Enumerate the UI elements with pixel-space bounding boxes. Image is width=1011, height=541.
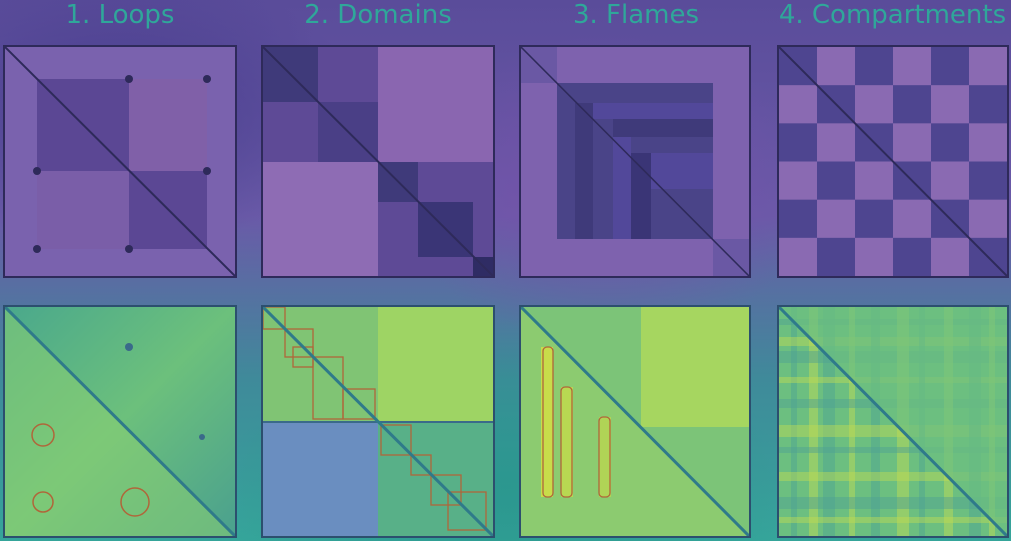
compartment-cell (931, 237, 970, 276)
compartment-cell (817, 47, 856, 86)
loop-dot (203, 167, 211, 175)
title-domains: 2. Domains (304, 0, 452, 30)
compartment-cell (779, 123, 818, 162)
diagonal-line (5, 307, 235, 536)
domains-heatmap (261, 305, 495, 538)
compartment-cell (931, 123, 970, 162)
loop-dot (125, 245, 133, 253)
compartment-cell (893, 237, 932, 276)
compartment-cell (855, 237, 894, 276)
flame-stripe (557, 83, 575, 239)
compartment-texture (779, 307, 1007, 536)
compartment-cell (969, 47, 1007, 86)
loop-dot (125, 75, 133, 83)
compartment-cell (969, 199, 1007, 239)
compartment-cell (893, 199, 932, 239)
flames-schematic (519, 45, 751, 278)
loop-dot (33, 245, 41, 253)
diagonal-line (779, 307, 1007, 536)
loops-heatmap (3, 305, 237, 538)
title-loops: 1. Loops (65, 0, 175, 30)
compartment-cell (893, 123, 932, 162)
diagonal-line (521, 307, 749, 536)
compartment-cell (855, 199, 894, 239)
compartment-cell (969, 123, 1007, 162)
loops-schematic (3, 45, 237, 278)
compartments-heatmap (777, 305, 1009, 538)
loop-dot (203, 75, 211, 83)
diagonal-line (263, 47, 493, 276)
compartment-cell (817, 199, 856, 239)
compartment-cell (817, 161, 856, 200)
compartment-cell (931, 47, 970, 86)
title-compartments: 4. Compartments (778, 0, 1007, 30)
diagonal-line (5, 47, 235, 276)
diagonal-line (521, 47, 749, 276)
compartment-cell (893, 85, 932, 124)
compartment-cell (969, 85, 1007, 124)
compartment-cell (855, 161, 894, 200)
compartment-cell (893, 47, 932, 86)
compartment-cell (817, 237, 856, 276)
loop-domain-upper-right (129, 79, 207, 171)
domain-offdiag (263, 162, 378, 276)
flames-heatmap (519, 305, 751, 538)
loop-annotation (31, 423, 55, 447)
compartments-schematic (777, 45, 1009, 278)
title-flames: 3. Flames (572, 0, 700, 30)
checkerboard (779, 47, 1007, 276)
flame-annotations (542, 346, 611, 498)
compartment-cell (779, 237, 818, 276)
diagonal-line (263, 307, 493, 536)
compartment-cell (855, 47, 894, 86)
loop-annotation (32, 491, 54, 513)
compartment-cell (969, 161, 1007, 200)
compartment-cell (855, 85, 894, 124)
loop-domain-lower-left (37, 171, 129, 249)
compartment-cell (817, 123, 856, 162)
compartment-cell (779, 85, 818, 124)
domains-schematic (261, 45, 495, 278)
compartment-cell (931, 85, 970, 124)
loop-dot (33, 167, 41, 175)
compartment-cell (779, 161, 818, 200)
compartment-cell (931, 161, 970, 200)
loop-annotation (120, 487, 150, 517)
compartment-cell (779, 199, 818, 239)
diagonal-line (779, 47, 1007, 276)
